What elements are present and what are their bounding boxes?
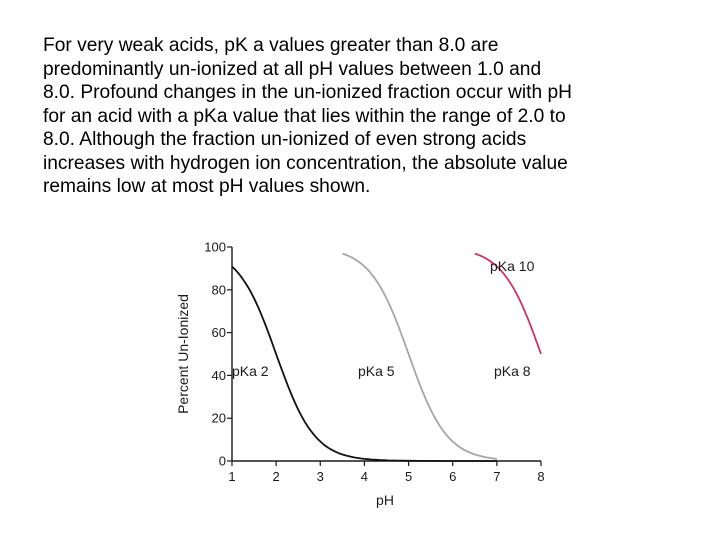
- chart-labels: Percent Un-Ionized pH pKa 2 pKa 5 pKa 8 …: [175, 258, 535, 508]
- x-tick-label: 8: [537, 469, 544, 484]
- y-tick-label: 100: [204, 240, 226, 255]
- series-line-pka8: [474, 252, 542, 355]
- x-tick-label: 3: [317, 469, 324, 484]
- curve-label-pka5: pKa 5: [358, 363, 395, 379]
- series-line-pka5: [342, 252, 497, 460]
- chart-curves: [231, 252, 542, 462]
- y-axis-label: Percent Un-Ionized: [175, 294, 191, 414]
- x-axis-label: pH: [376, 492, 394, 508]
- paragraph-line: 8.0. Profound changes in the un-ionized …: [43, 82, 573, 103]
- curve-label-pka10: pKa 10: [490, 258, 535, 274]
- y-tick-label: 40: [212, 368, 226, 383]
- paragraph-line: increases with hydrogen ion concentratio…: [43, 152, 568, 174]
- series-line-pka2: [231, 265, 497, 462]
- x-tick-label: 5: [405, 469, 412, 484]
- x-tick-label: 7: [493, 469, 500, 484]
- x-tick-label: 2: [273, 469, 280, 484]
- y-tick-label: 20: [212, 411, 226, 426]
- x-tick-label: 4: [361, 469, 368, 484]
- chart-axes: 0 20 40 60 80 100 1 2 3 4 5 6 7 8: [204, 240, 544, 485]
- x-tick-label: 6: [449, 469, 456, 484]
- x-tick-label: 1: [228, 469, 235, 484]
- paragraph-line: for an acid with a pKa value that lies w…: [43, 105, 566, 127]
- paragraph-line: 8.0. Although the fraction un-ionized of…: [43, 129, 527, 150]
- y-tick-label: 0: [219, 454, 226, 469]
- y-tick-label: 60: [212, 325, 226, 340]
- curve-label-pka8: pKa 8: [494, 363, 531, 379]
- paragraph-line: For very weak acids, pK a values greater…: [43, 35, 499, 56]
- description-paragraph: For very weak acids, pK a values greater…: [43, 34, 693, 199]
- paragraph-line: remains low at most pH values shown.: [43, 176, 371, 197]
- y-tick-label: 80: [212, 282, 226, 297]
- paragraph-line: predominantly un-ionized at all pH value…: [43, 58, 542, 80]
- curve-label-pka2: pKa 2: [232, 363, 269, 379]
